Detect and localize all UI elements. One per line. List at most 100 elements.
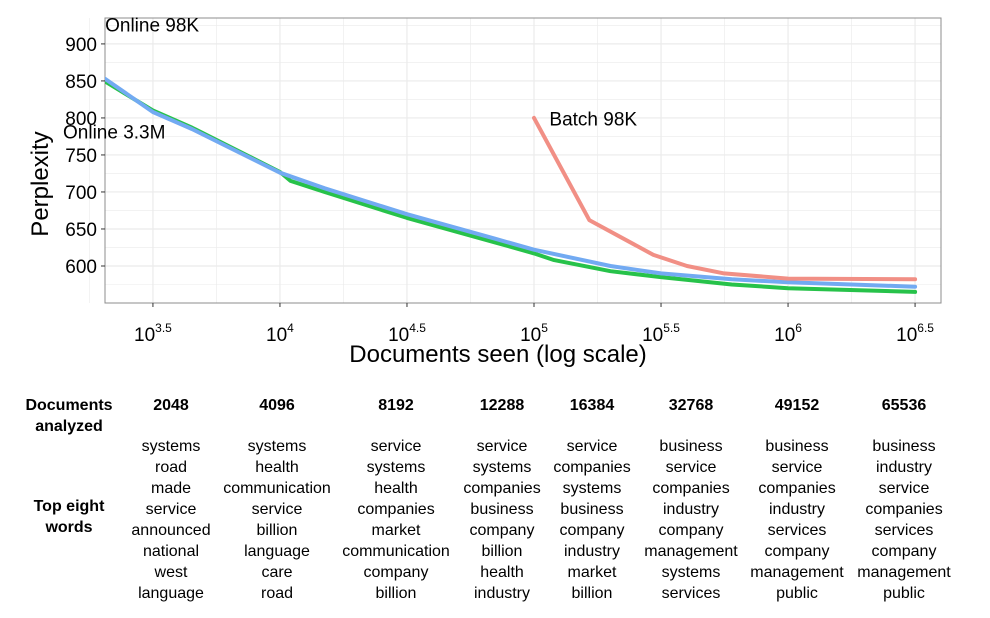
series-annotation: Online 3.3M	[63, 123, 165, 144]
top-words-label: Top eight words	[9, 496, 129, 538]
top-word: company	[871, 543, 937, 560]
top-word: management	[644, 543, 738, 560]
top-word: service	[771, 459, 823, 476]
series-line-online-98k	[105, 76, 918, 289]
top-word: public	[776, 585, 818, 602]
docs-analyzed-value: 2048	[153, 397, 189, 414]
top-words-label-line1: Top eight	[33, 498, 105, 515]
x-tick-label: 105	[520, 321, 548, 346]
top-word: business	[765, 438, 829, 455]
top-word: language	[244, 543, 310, 560]
top-word: health	[374, 480, 418, 497]
table-column: 4096 systems health communication service bil…	[207, 395, 347, 604]
top-word: companies	[652, 480, 730, 497]
top-word: billion	[375, 585, 417, 602]
top-word: industry	[875, 459, 933, 476]
top-word: services	[874, 522, 934, 539]
top-words-list: business service companies industry company m…	[621, 436, 761, 604]
top-word: public	[883, 585, 925, 602]
top-word: west	[154, 564, 188, 581]
top-word: systems	[661, 564, 721, 581]
x-tick-label: 103.5	[134, 321, 172, 346]
top-word: road	[260, 585, 294, 602]
docs-analyzed-label-line1: Documents	[25, 397, 113, 414]
x-tick-label: 104.5	[388, 321, 426, 346]
top-words-list: service companies systems business company in…	[522, 436, 662, 604]
series-line-batch-98k	[532, 115, 918, 282]
top-word: communication	[342, 543, 450, 560]
top-word: billion	[571, 585, 613, 602]
top-word: service	[251, 501, 303, 518]
top-word: systems	[562, 480, 622, 497]
top-word: industry	[768, 501, 826, 518]
y-tick-label: 850	[65, 72, 97, 93]
top-word: services	[767, 522, 827, 539]
top-word: services	[661, 585, 721, 602]
top-words-list: service systems health companies market commu…	[326, 436, 466, 604]
top-word: service	[145, 501, 197, 518]
top-word: systems	[366, 459, 426, 476]
top-word: industry	[473, 585, 531, 602]
grid	[89, 18, 941, 303]
top-word: language	[138, 585, 204, 602]
top-words-label-line2: words	[45, 519, 93, 536]
top-word: service	[476, 438, 528, 455]
top-word: companies	[553, 459, 631, 476]
y-tick-label: 900	[65, 35, 97, 56]
docs-analyzed-value: 8192	[378, 397, 414, 414]
top-words-list: business service companies industry services…	[727, 436, 867, 604]
y-tick-label: 650	[65, 220, 97, 241]
docs-analyzed-value: 16384	[569, 397, 615, 414]
top-word: health	[255, 459, 299, 476]
table-column: 8192 service systems health companies market c…	[326, 395, 466, 604]
table-column: 49152 business service companies industry ser…	[727, 395, 867, 604]
series-annotation: Online 98K	[105, 15, 199, 36]
top-words-table: Documents analyzed Top eight words 2048 s…	[0, 390, 990, 618]
table-column: 65536 business industry service companies ser…	[834, 395, 974, 604]
y-tick-label: 600	[65, 257, 97, 278]
docs-analyzed-label: Documents analyzed	[9, 395, 129, 437]
top-word: industry	[662, 501, 720, 518]
top-word: companies	[865, 501, 943, 518]
top-word: health	[480, 564, 524, 581]
table-column: 16384 service companies systems business comp…	[522, 395, 662, 604]
x-tick-label: 104	[266, 321, 294, 346]
docs-analyzed-value: 12288	[479, 397, 525, 414]
top-word: made	[150, 480, 192, 497]
series-annotations: Online 98K Online 3.3M Batch 98K	[63, 15, 637, 143]
top-word: business	[560, 501, 624, 518]
top-word: business	[872, 438, 936, 455]
top-word: company	[559, 522, 625, 539]
x-tick-label: 105.5	[642, 321, 680, 346]
top-word: company	[363, 564, 429, 581]
top-word: billion	[256, 522, 298, 539]
top-word: national	[142, 543, 200, 560]
top-word: billion	[481, 543, 523, 560]
top-words-list: systems health communication service billion…	[207, 436, 347, 604]
docs-analyzed-value: 49152	[774, 397, 820, 414]
top-word: management	[857, 564, 951, 581]
top-word: companies	[463, 480, 541, 497]
top-word: announced	[131, 522, 211, 539]
top-word: business	[470, 501, 534, 518]
top-word: companies	[357, 501, 435, 518]
top-word: business	[659, 438, 723, 455]
top-word: market	[567, 564, 617, 581]
top-word: service	[878, 480, 930, 497]
table-column: 2048 systems road made service announced natio…	[101, 395, 241, 604]
top-word: company	[469, 522, 535, 539]
top-words-list: service systems companies business company bi…	[432, 436, 572, 604]
docs-analyzed-label-line2: analyzed	[35, 418, 103, 435]
top-word: service	[566, 438, 618, 455]
top-word: market	[371, 522, 421, 539]
top-word: road	[154, 459, 188, 476]
docs-analyzed-value: 4096	[259, 397, 295, 414]
y-tick-labels: 600 650 700 750 800 850 900	[65, 35, 105, 278]
top-word: companies	[758, 480, 836, 497]
y-axis-label: Perplexity	[27, 131, 54, 236]
top-word: communication	[223, 480, 331, 497]
top-word: care	[261, 564, 293, 581]
top-word: systems	[472, 459, 532, 476]
plot-border	[104, 17, 942, 304]
